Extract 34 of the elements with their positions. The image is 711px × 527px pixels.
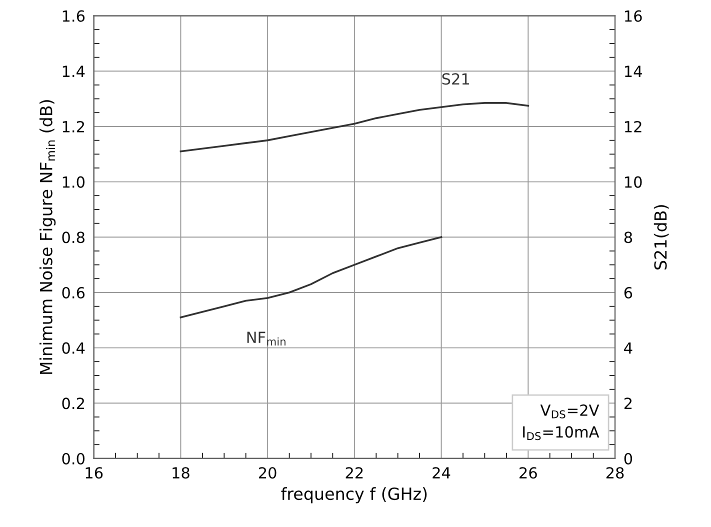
y-tick-label: 1.2 xyxy=(62,120,84,132)
series-label: S21 xyxy=(442,73,470,85)
y-tick-label: 0.6 xyxy=(62,286,85,299)
x-tick-label: 20 xyxy=(258,467,276,479)
y-tick-label: 0.2 xyxy=(62,398,84,410)
series-label: NF$_{min}$ xyxy=(247,332,286,346)
y-tick-label: 1.0 xyxy=(62,176,85,188)
y2-tick-label: 2 xyxy=(624,398,632,409)
y-tick-label: 0.4 xyxy=(62,342,85,354)
x-axis-title: frequency f (GHz) xyxy=(281,487,427,504)
y2-tick-label: 14 xyxy=(625,66,642,77)
y2-tick-label: 0 xyxy=(624,452,632,465)
y2-tick-label: 6 xyxy=(624,286,632,299)
x-tick-label: 16 xyxy=(86,467,103,479)
y-tick-label: 0.0 xyxy=(62,452,85,465)
y2-tick-label: 12 xyxy=(625,120,642,132)
y2-tick-label: 4 xyxy=(624,342,632,354)
x-tick-label: 28 xyxy=(606,467,624,479)
line-series xyxy=(180,102,530,152)
y2-tick-label: 16 xyxy=(625,10,642,22)
y2-tick-label: 10 xyxy=(625,176,642,188)
x-tick-label: 26 xyxy=(520,467,537,479)
x-tick-label: 18 xyxy=(172,467,190,479)
annotation: I$_{DS}$=10mA xyxy=(523,426,600,440)
y-tick-label: 1.4 xyxy=(62,66,85,77)
x-tick-label: 24 xyxy=(432,467,450,478)
y-axis-title: Minimum Noise Figure NF$_{min}$ (dB) xyxy=(40,100,56,374)
y2-axis-title: S21(dB) xyxy=(654,205,669,270)
y-tick-label: 0.8 xyxy=(62,232,84,244)
y2-tick-label: 8 xyxy=(624,232,632,244)
y-tick-label: 1.6 xyxy=(62,10,85,22)
x-tick-label: 22 xyxy=(346,467,363,478)
annotation: V$_{DS}$=2V xyxy=(540,404,600,418)
line-series xyxy=(180,236,442,318)
